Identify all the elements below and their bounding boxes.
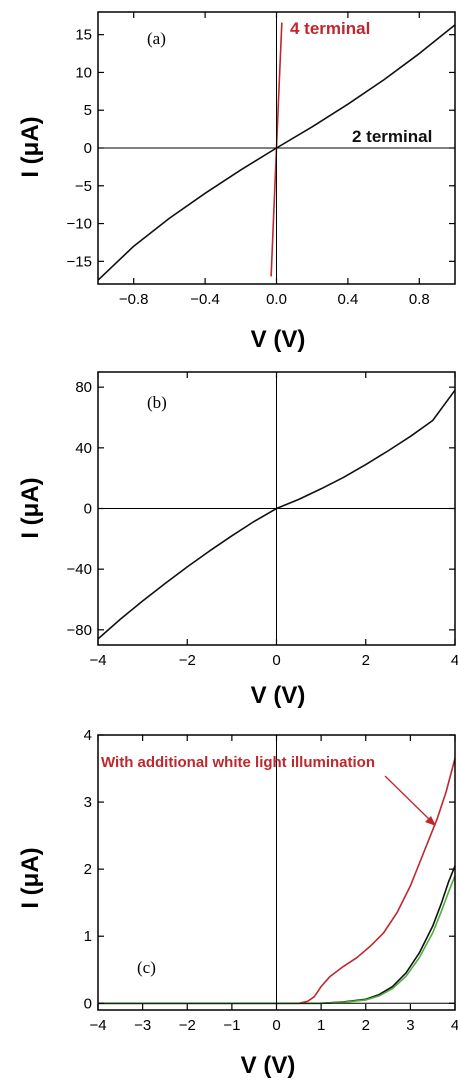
x-tick-label: −0.8 [119, 291, 149, 308]
x-tick-label: −2 [179, 652, 196, 669]
x-tick-label: 0.8 [409, 291, 430, 308]
y-tick-label: −15 [67, 253, 92, 270]
y-tick-label: 15 [75, 27, 92, 44]
y-tick-label: 40 [75, 440, 92, 457]
y-tick-label: −80 [67, 622, 92, 639]
annotation-2-terminal: 2 terminal [352, 127, 432, 146]
y-tick-label: 0 [84, 995, 92, 1012]
annotation-arrowhead [425, 816, 436, 826]
y-tick-label: 4 [84, 727, 92, 744]
x-tick-label: 2 [362, 652, 370, 669]
y-tick-label: 3 [84, 794, 92, 811]
annotation-arrow [384, 775, 433, 823]
x-axis-label: V (V) [241, 1052, 296, 1079]
x-tick-label: −4 [89, 1017, 106, 1034]
x-tick-label: −3 [134, 1017, 151, 1034]
x-tick-label: 2 [362, 1017, 370, 1034]
x-tick-label: 0.4 [337, 291, 358, 308]
y-axis-label: I (μA) [17, 116, 44, 177]
x-tick-label: −1 [223, 1017, 240, 1034]
y-axis-label: I (μA) [17, 477, 44, 538]
y-tick-label: 0 [84, 140, 92, 157]
x-tick-label: 4 [451, 1017, 458, 1034]
series-line-2 [98, 875, 456, 1005]
panel-label: (c) [137, 958, 156, 977]
x-tick-label: 0 [272, 1017, 280, 1034]
y-tick-label: 10 [75, 64, 92, 81]
y-tick-label: 2 [84, 861, 92, 878]
x-tick-label: 3 [406, 1017, 414, 1034]
x-tick-label: −2 [179, 1017, 196, 1034]
annotation-4-terminal: 4 terminal [290, 19, 370, 38]
y-axis-label: I (μA) [17, 847, 44, 908]
y-tick-label: 80 [75, 379, 92, 396]
x-tick-label: 0.0 [266, 291, 287, 308]
x-axis-label: V (V) [251, 682, 306, 709]
panel-label: (b) [147, 393, 167, 412]
y-tick-label: 5 [84, 102, 92, 119]
panel-a: −0.8 −0.4 0.0 0.4 0.8 −15 −10 −5 0 5 10 15 (a) 4 te… [17, 11, 456, 353]
y-tick-label: 0 [84, 501, 92, 518]
x-tick-label: −0.4 [190, 291, 220, 308]
x-tick-label: −4 [89, 652, 106, 669]
x-tick-label: 1 [317, 1017, 325, 1034]
panel-c: −4 −3 −2 −1 0 1 2 3 4 0 1 2 3 4 (c) With additional w… [17, 727, 458, 1079]
x-tick-label: 0 [272, 652, 280, 669]
y-tick-label: −40 [67, 561, 92, 578]
x-axis-label: V (V) [251, 326, 306, 353]
y-tick-label: 1 [84, 928, 92, 945]
annotation-white-light: With additional white light illumination [101, 754, 375, 771]
series-line-0 [98, 758, 456, 1005]
y-tick-label: −10 [67, 216, 92, 233]
panel-label: (a) [147, 29, 166, 48]
x-tick-label: 4 [451, 652, 458, 669]
panel-b: −4 −2 0 2 4 −80 −40 0 40 80 (b) V (V) I (μA) [17, 371, 458, 709]
y-tick-label: −5 [75, 178, 92, 195]
